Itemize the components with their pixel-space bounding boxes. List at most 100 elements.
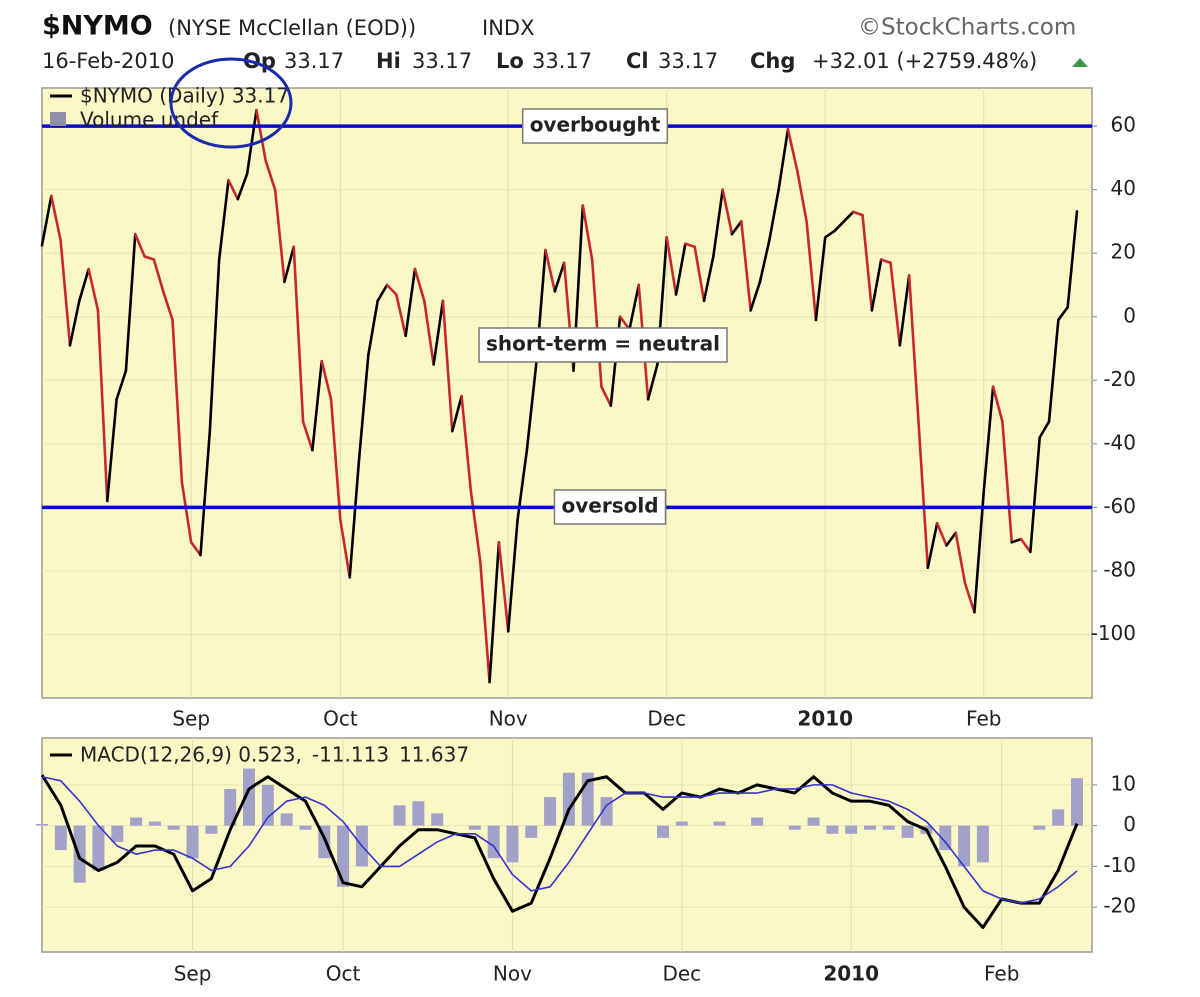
line-segment bbox=[693, 245, 706, 303]
exchange: INDX bbox=[482, 16, 534, 40]
histogram-bar bbox=[1052, 809, 1065, 826]
histogram-bar bbox=[261, 784, 274, 826]
y-tick-label: -80 bbox=[1103, 557, 1136, 581]
line-segment bbox=[506, 518, 519, 633]
histogram-bar bbox=[657, 825, 669, 838]
line-segment bbox=[199, 429, 212, 557]
y-tick-label: -100 bbox=[1091, 621, 1136, 645]
line-segment bbox=[749, 280, 762, 312]
line-segment bbox=[208, 258, 221, 433]
field-value: 33.17 bbox=[412, 49, 472, 73]
line-segment bbox=[898, 274, 911, 347]
x-tick-label: Oct bbox=[326, 962, 361, 986]
line-segment bbox=[395, 293, 407, 338]
histogram-bar bbox=[1071, 778, 1083, 826]
line-segment bbox=[917, 420, 930, 570]
line-segment bbox=[544, 248, 557, 293]
histogram-bar bbox=[525, 825, 538, 838]
line-segment bbox=[469, 490, 482, 563]
line-segment bbox=[553, 261, 566, 293]
histogram-bar bbox=[864, 825, 876, 830]
histogram-bar bbox=[393, 805, 406, 826]
line-segment bbox=[311, 359, 324, 452]
line-segment bbox=[795, 169, 808, 223]
line-segment bbox=[105, 398, 118, 503]
line-segment bbox=[1066, 210, 1079, 309]
histogram-bar bbox=[976, 825, 989, 863]
line-segment bbox=[264, 159, 277, 191]
histogram-bar bbox=[1033, 825, 1046, 830]
series-line bbox=[41, 775, 1078, 904]
date: 16-Feb-2010 bbox=[42, 49, 175, 73]
x-tick-label: Dec bbox=[662, 962, 701, 986]
histogram-bar bbox=[243, 768, 255, 826]
annotation: overbought bbox=[530, 113, 661, 137]
y-tick-label: -60 bbox=[1103, 494, 1136, 518]
line-segment bbox=[740, 220, 752, 312]
line-segment bbox=[292, 245, 305, 423]
line-segment bbox=[851, 210, 864, 217]
x-tick-label: Nov bbox=[493, 962, 532, 986]
annotation-box bbox=[553, 489, 667, 525]
line-segment bbox=[404, 267, 417, 338]
line-segment bbox=[833, 220, 846, 233]
line-segment bbox=[973, 490, 986, 614]
field-value: 33.17 bbox=[284, 49, 344, 73]
x-tick-label: 2010 bbox=[797, 707, 853, 731]
histogram-bar bbox=[431, 813, 444, 826]
legend-label: -11.113 bbox=[312, 743, 389, 767]
histogram-bar bbox=[224, 788, 237, 826]
line-segment bbox=[926, 521, 939, 570]
line-segment bbox=[730, 220, 743, 236]
histogram-bar bbox=[130, 817, 143, 826]
y-tick-label: 40 bbox=[1111, 176, 1136, 200]
line-segment bbox=[1010, 537, 1023, 544]
histogram-bar bbox=[562, 772, 575, 826]
line-segment bbox=[339, 518, 352, 579]
line-segment bbox=[68, 299, 81, 347]
histogram-bar bbox=[958, 825, 971, 867]
line-segment bbox=[786, 128, 799, 172]
histogram-bar bbox=[845, 825, 858, 834]
field-value: 33.17 bbox=[658, 49, 718, 73]
line-segment bbox=[721, 188, 734, 236]
histogram-bar bbox=[468, 825, 481, 830]
histogram-bar bbox=[506, 825, 519, 863]
line-segment bbox=[1029, 436, 1042, 554]
line-segment bbox=[189, 541, 202, 557]
line-segment bbox=[525, 363, 538, 452]
histogram-bar bbox=[337, 825, 350, 887]
field-label: Cl bbox=[626, 49, 649, 73]
line-segment bbox=[320, 359, 333, 401]
x-tick-label: Dec bbox=[647, 707, 686, 731]
line-segment bbox=[805, 220, 818, 322]
line-segment bbox=[329, 398, 342, 522]
histogram-bar bbox=[788, 825, 801, 830]
line-segment bbox=[385, 283, 398, 296]
line-segment bbox=[945, 531, 958, 547]
line-segment bbox=[432, 299, 445, 366]
line-segment bbox=[161, 290, 174, 322]
y-tick-label: 60 bbox=[1111, 113, 1136, 137]
line-segment bbox=[702, 255, 715, 303]
histogram-bar bbox=[186, 825, 199, 859]
line-segment bbox=[963, 582, 976, 614]
line-segment bbox=[777, 128, 790, 191]
line-segment bbox=[236, 172, 249, 201]
line-segment bbox=[227, 178, 240, 201]
annotation-box bbox=[521, 108, 669, 144]
line-segment bbox=[460, 394, 473, 493]
y-tick-label: -10 bbox=[1103, 853, 1136, 877]
x-tick-label: 2010 bbox=[823, 962, 879, 986]
line-segment bbox=[954, 531, 967, 585]
line-segment bbox=[665, 236, 678, 296]
line-segment bbox=[217, 178, 230, 261]
source: ©StockCharts.com bbox=[858, 15, 1076, 41]
histogram-bar bbox=[36, 824, 48, 826]
annotation: short-term = neutral bbox=[486, 332, 720, 356]
y-tick-label: 0 bbox=[1123, 303, 1136, 327]
line-segment bbox=[273, 188, 286, 284]
line-segment bbox=[133, 232, 146, 258]
histogram-bar bbox=[280, 813, 293, 826]
